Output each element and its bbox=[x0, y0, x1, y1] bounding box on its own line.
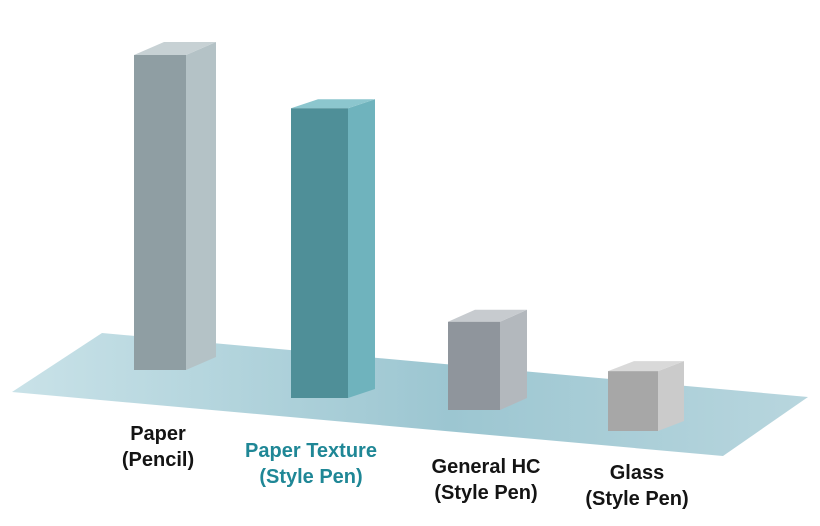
category-label-general-hc: General HC (Style Pen) bbox=[391, 454, 581, 506]
bar-top-face bbox=[134, 42, 216, 55]
category-label-paper-pencil: Paper (Pencil) bbox=[63, 421, 253, 473]
bar-side-face bbox=[500, 309, 527, 410]
bar-glass bbox=[608, 361, 684, 431]
bar-paper-texture bbox=[291, 99, 375, 398]
bars-group bbox=[134, 42, 684, 431]
bar-top-face bbox=[291, 99, 375, 109]
category-label-line2: (Style Pen) bbox=[259, 466, 363, 488]
bar-side-face bbox=[186, 42, 216, 370]
category-label-line1: General HC bbox=[431, 456, 541, 478]
category-label-glass: Glass (Style Pen) bbox=[542, 460, 732, 512]
category-label-line1: Paper Texture bbox=[245, 440, 377, 462]
bar-front-face bbox=[608, 371, 658, 431]
bar-general-hc bbox=[448, 309, 527, 410]
category-label-line2: (Style Pen) bbox=[585, 488, 689, 510]
bar-paper-pencil bbox=[134, 42, 216, 370]
bar-side-face bbox=[348, 99, 375, 398]
category-label-line2: (Style Pen) bbox=[434, 482, 538, 504]
bar-top-face bbox=[608, 361, 684, 372]
bar-front-face bbox=[448, 321, 500, 410]
bar-top-face bbox=[448, 309, 527, 322]
category-label-line2: (Pencil) bbox=[121, 449, 195, 471]
category-label-line1: Paper bbox=[130, 423, 186, 445]
category-label-line1: Glass bbox=[609, 462, 665, 484]
category-label-paper-texture: Paper Texture (Style Pen) bbox=[216, 438, 406, 490]
bar-front-face bbox=[134, 55, 186, 370]
bar-side-face bbox=[658, 361, 684, 431]
bar-front-face bbox=[291, 108, 348, 398]
